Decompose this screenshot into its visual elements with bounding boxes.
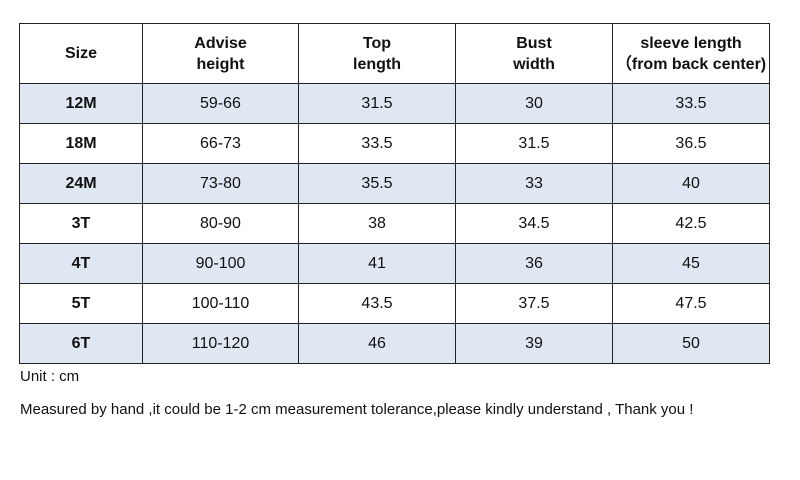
size-cell: 24M bbox=[19, 163, 143, 204]
top-length-cell: 43.5 bbox=[298, 283, 456, 324]
table-row: 5T 100-110 43.5 37.5 47.5 bbox=[19, 283, 770, 324]
height-cell: 110-120 bbox=[142, 323, 299, 364]
bust-width-cell: 31.5 bbox=[455, 123, 613, 164]
size-cell: 5T bbox=[19, 283, 143, 324]
header-sleeve-length: sleeve length （from back center) bbox=[612, 23, 770, 84]
table-row: 18M 66-73 33.5 31.5 36.5 bbox=[19, 123, 770, 164]
tolerance-note: Measured by hand ,it could be 1-2 cm mea… bbox=[20, 401, 694, 418]
sleeve-length-cell: 45 bbox=[612, 243, 770, 284]
header-advise-height: Advise height bbox=[142, 23, 299, 84]
sleeve-length-cell: 42.5 bbox=[612, 203, 770, 244]
top-length-cell: 33.5 bbox=[298, 123, 456, 164]
height-cell: 73-80 bbox=[142, 163, 299, 204]
header-size: Size bbox=[19, 23, 143, 84]
top-length-cell: 41 bbox=[298, 243, 456, 284]
size-cell: 3T bbox=[19, 203, 143, 244]
bust-width-cell: 37.5 bbox=[455, 283, 613, 324]
bust-width-cell: 33 bbox=[455, 163, 613, 204]
top-length-cell: 38 bbox=[298, 203, 456, 244]
top-length-cell: 35.5 bbox=[298, 163, 456, 204]
size-chart-table: Size Advise height Top length Bust width… bbox=[19, 23, 770, 364]
table-row: 4T 90-100 41 36 45 bbox=[19, 243, 770, 284]
table-row: 6T 110-120 46 39 50 bbox=[19, 323, 770, 364]
height-cell: 90-100 bbox=[142, 243, 299, 284]
table-row: 12M 59-66 31.5 30 33.5 bbox=[19, 83, 770, 124]
header-bust-width: Bust width bbox=[455, 23, 613, 84]
height-cell: 66-73 bbox=[142, 123, 299, 164]
height-cell: 80-90 bbox=[142, 203, 299, 244]
size-cell: 12M bbox=[19, 83, 143, 124]
height-cell: 59-66 bbox=[142, 83, 299, 124]
sleeve-length-cell: 33.5 bbox=[612, 83, 770, 124]
header-top-length: Top length bbox=[298, 23, 456, 84]
bust-width-cell: 30 bbox=[455, 83, 613, 124]
sleeve-length-cell: 47.5 bbox=[612, 283, 770, 324]
top-length-cell: 46 bbox=[298, 323, 456, 364]
bust-width-cell: 36 bbox=[455, 243, 613, 284]
bust-width-cell: 34.5 bbox=[455, 203, 613, 244]
sleeve-length-cell: 36.5 bbox=[612, 123, 770, 164]
table-header-row: Size Advise height Top length Bust width… bbox=[19, 23, 770, 84]
bust-width-cell: 39 bbox=[455, 323, 613, 364]
table-row: 3T 80-90 38 34.5 42.5 bbox=[19, 203, 770, 244]
unit-note: Unit : cm bbox=[20, 368, 80, 385]
table-row: 24M 73-80 35.5 33 40 bbox=[19, 163, 770, 204]
sleeve-length-cell: 50 bbox=[612, 323, 770, 364]
size-cell: 18M bbox=[19, 123, 143, 164]
top-length-cell: 31.5 bbox=[298, 83, 456, 124]
sleeve-length-cell: 40 bbox=[612, 163, 770, 204]
size-cell: 4T bbox=[19, 243, 143, 284]
size-cell: 6T bbox=[19, 323, 143, 364]
height-cell: 100-110 bbox=[142, 283, 299, 324]
